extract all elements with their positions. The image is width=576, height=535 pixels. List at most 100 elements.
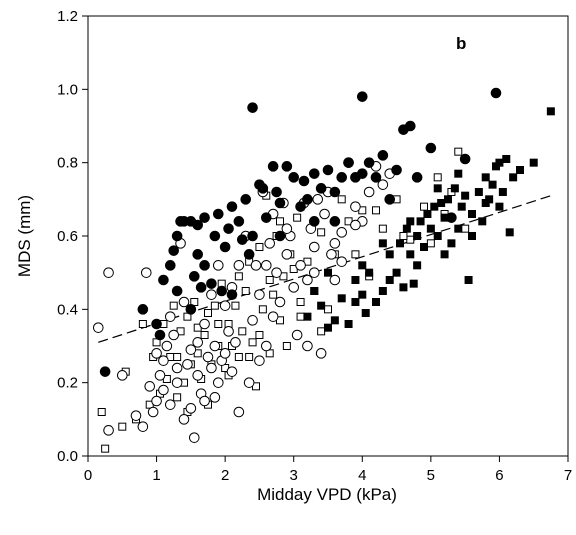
open-circle-point bbox=[247, 315, 258, 326]
filled-square-point bbox=[440, 250, 449, 259]
filled-circle-point bbox=[411, 172, 423, 183]
filled-square-point bbox=[444, 195, 452, 204]
open-circle-point bbox=[192, 337, 204, 348]
filled-circle-point bbox=[199, 212, 210, 223]
open-circle-point bbox=[291, 329, 303, 341]
filled-circle-point bbox=[188, 271, 200, 282]
open-circle-point bbox=[288, 282, 300, 293]
open-circle-point bbox=[185, 403, 197, 414]
filled-square-point bbox=[413, 232, 422, 240]
open-square-point bbox=[293, 213, 302, 222]
filled-circle-point bbox=[267, 161, 279, 172]
open-circle-point bbox=[281, 249, 293, 260]
open-circle-point bbox=[144, 381, 156, 392]
open-circle-point bbox=[206, 289, 217, 300]
filled-square-point bbox=[406, 250, 415, 259]
filled-circle-point bbox=[308, 168, 320, 179]
filled-circle-point bbox=[288, 172, 300, 183]
open-circle-point bbox=[147, 406, 159, 418]
filled-circle-point bbox=[315, 183, 327, 194]
axis-ticks: 0 1 2 3 4 5 6 7 0.0 0.2 0.4 0.6 0.8 1.0 1.2 bbox=[57, 8, 572, 484]
open-square-point bbox=[248, 338, 257, 347]
filled-square-point bbox=[399, 283, 408, 292]
open-circle-point bbox=[254, 289, 265, 300]
open-circle-point bbox=[326, 249, 337, 260]
filled-circle-point bbox=[209, 230, 221, 242]
open-circle-point bbox=[295, 260, 306, 271]
open-square-point bbox=[378, 224, 387, 233]
open-circle-point bbox=[192, 370, 204, 381]
x-axis-label: Midday VPD (kPa) bbox=[257, 485, 397, 504]
open-square-point bbox=[269, 290, 278, 299]
open-square-point bbox=[238, 327, 247, 336]
open-square-point bbox=[317, 327, 326, 336]
open-circle-point bbox=[302, 340, 313, 352]
open-square-point bbox=[210, 301, 219, 310]
open-square-point bbox=[204, 309, 212, 317]
open-square-point bbox=[276, 217, 284, 226]
filled-square-point bbox=[481, 199, 490, 207]
filled-circle-point bbox=[391, 164, 402, 176]
filled-circle-point bbox=[195, 282, 207, 293]
open-circle-point bbox=[206, 362, 217, 374]
open-circle-point bbox=[254, 355, 265, 366]
filled-circle-point bbox=[425, 142, 437, 154]
filled-square-point bbox=[392, 268, 401, 277]
filled-circle-point bbox=[274, 230, 286, 242]
open-circle-point bbox=[164, 311, 176, 322]
open-circle-point bbox=[103, 267, 114, 278]
filled-circle-point bbox=[295, 201, 306, 212]
open-circle-point bbox=[336, 256, 348, 267]
filled-square-point bbox=[546, 107, 555, 116]
filled-circle-point bbox=[384, 194, 396, 205]
filled-circle-point bbox=[329, 216, 341, 227]
open-circle-point bbox=[151, 395, 162, 407]
filled-square-point bbox=[433, 184, 442, 193]
y-tick-label: 1.0 bbox=[57, 81, 78, 98]
filled-square-point bbox=[478, 217, 487, 226]
filled-square-point bbox=[502, 155, 511, 163]
filled-square-point bbox=[337, 294, 346, 303]
filled-square-point bbox=[372, 298, 380, 306]
filled-circle-point bbox=[151, 318, 162, 330]
filled-circle-point bbox=[206, 278, 217, 289]
filled-circle-point bbox=[363, 157, 375, 168]
open-circle-point bbox=[243, 377, 255, 388]
filled-square-point bbox=[365, 268, 374, 277]
filled-square-point bbox=[505, 228, 514, 237]
open-square-point bbox=[234, 353, 243, 361]
open-circle-point bbox=[178, 414, 190, 425]
open-square-point bbox=[461, 224, 470, 233]
open-circle-point bbox=[140, 267, 152, 278]
x-tick-label: 2 bbox=[221, 467, 229, 484]
open-circle-point bbox=[168, 329, 180, 341]
open-circle-point bbox=[315, 348, 327, 359]
filled-square-point bbox=[361, 309, 370, 317]
filled-square-point bbox=[437, 199, 446, 207]
filled-square-point bbox=[385, 276, 394, 284]
filled-square-point bbox=[420, 243, 428, 251]
open-square-point bbox=[214, 320, 223, 328]
open-circle-point bbox=[329, 274, 341, 286]
open-square-point bbox=[282, 342, 291, 350]
open-circle-point bbox=[350, 219, 361, 231]
open-square-point bbox=[296, 298, 305, 306]
open-circle-point bbox=[158, 384, 169, 396]
open-circle-point bbox=[302, 274, 313, 286]
filled-circle-point bbox=[370, 172, 382, 183]
filled-circle-point bbox=[308, 216, 320, 227]
filled-square-point bbox=[413, 261, 422, 270]
open-square-point bbox=[258, 305, 267, 314]
open-circle-point bbox=[377, 179, 389, 190]
filled-square-point bbox=[426, 224, 435, 233]
filled-circle-point bbox=[154, 329, 166, 341]
filled-square-point bbox=[450, 184, 459, 193]
filled-square-point bbox=[529, 158, 538, 167]
open-circle-point bbox=[274, 296, 286, 308]
filled-circle-point bbox=[171, 285, 183, 297]
filled-square-point bbox=[430, 202, 439, 211]
open-circle-point bbox=[281, 223, 293, 234]
open-square-point bbox=[255, 331, 264, 339]
filled-circle-point bbox=[322, 164, 334, 176]
filled-circle-point bbox=[223, 223, 234, 234]
